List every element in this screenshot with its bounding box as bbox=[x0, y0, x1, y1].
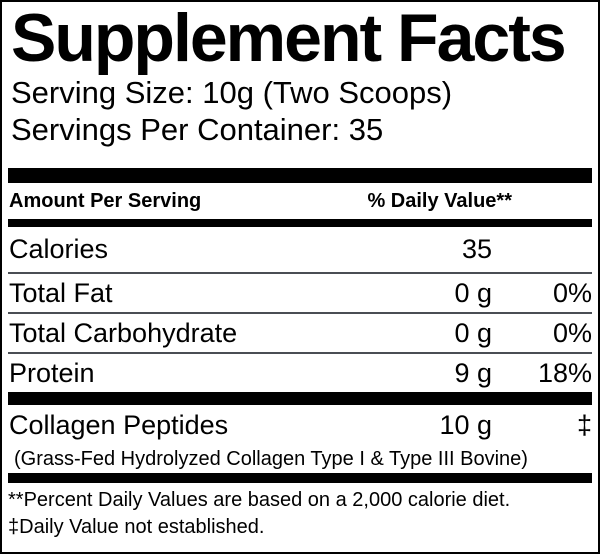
column-header-row: Amount Per Serving % Daily Value** bbox=[8, 183, 592, 219]
nutrient-daily-value: 0% bbox=[552, 277, 592, 308]
nutrient-amount: 35 bbox=[461, 234, 492, 264]
table-row-total-carbohydrate: Total Carbohydrate 0 g 0% bbox=[8, 312, 592, 352]
nutrient-name: Protein bbox=[9, 357, 95, 388]
ingredient-daily-value: ‡ bbox=[576, 409, 592, 440]
label-title: Supplement Facts bbox=[11, 0, 567, 76]
nutrient-amount: 9 g bbox=[454, 357, 492, 388]
nutrient-amount: 0 g bbox=[454, 317, 492, 348]
footnote-daily-values: **Percent Daily Values are based on a 2,… bbox=[8, 489, 511, 511]
thick-divider-top bbox=[8, 168, 592, 183]
amount-per-serving-header: Amount Per Serving bbox=[9, 189, 202, 212]
thick-divider-header bbox=[8, 219, 592, 227]
servings-per-container: Servings Per Container: 35 bbox=[11, 112, 384, 147]
table-row-total-fat: Total Fat 0 g 0% bbox=[8, 272, 592, 312]
thick-divider-bottom bbox=[8, 473, 592, 483]
table-row-calories: Calories 35 bbox=[8, 227, 592, 272]
daily-value-header: % Daily Value** bbox=[367, 189, 512, 212]
ingredient-detail: (Grass-Fed Hydrolyzed Collagen Type I & … bbox=[14, 448, 528, 470]
footnote-not-established: ‡Daily Value not established. bbox=[8, 516, 265, 538]
nutrient-daily-value: 0% bbox=[552, 317, 592, 348]
thick-divider-mid bbox=[8, 392, 592, 405]
table-row-collagen-peptides: Collagen Peptides 10 g ‡ bbox=[8, 405, 592, 445]
ingredient-name: Collagen Peptides bbox=[9, 409, 229, 440]
footnotes: **Percent Daily Values are based on a 2,… bbox=[8, 487, 592, 541]
nutrient-name: Calories bbox=[9, 234, 109, 264]
nutrient-name: Total Fat bbox=[9, 277, 113, 308]
nutrient-name: Total Carbohydrate bbox=[9, 317, 238, 348]
ingredient-amount: 10 g bbox=[439, 409, 492, 440]
nutrient-daily-value: 18% bbox=[537, 357, 592, 388]
serving-size: Serving Size: 10g (Two Scoops) bbox=[11, 75, 453, 110]
spacer bbox=[8, 148, 592, 168]
nutrient-amount: 0 g bbox=[454, 277, 492, 308]
table-row-protein: Protein 9 g 18% bbox=[8, 352, 592, 392]
